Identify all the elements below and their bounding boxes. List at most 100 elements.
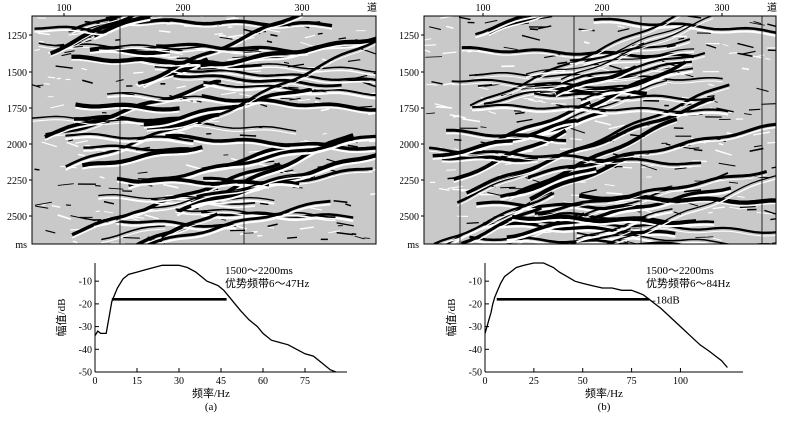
noise-wiggle (96, 211, 100, 212)
x-tick-label: 0 (93, 376, 98, 387)
reflector (163, 246, 219, 251)
time-unit-label: ms (407, 240, 419, 251)
noise-wiggle (291, 98, 296, 99)
x-tick-label: 75 (627, 376, 637, 387)
reflector (542, 248, 694, 257)
reflector (451, 0, 539, 7)
panel-caption: (b) (598, 401, 611, 413)
seismic-section (32, 0, 400, 273)
reflector-trough (42, 259, 114, 262)
y-axis-title: 幅值/dB (445, 299, 458, 337)
y-tick-label: -40 (469, 345, 482, 356)
noise-wiggle (123, 238, 140, 239)
annotation-time-window: 1500～2200ms (225, 265, 293, 277)
noise-wiggle (452, 189, 466, 190)
x-tick-label: 75 (300, 376, 310, 387)
x-tick-label: 45 (216, 376, 226, 387)
reflector (528, 254, 696, 263)
time-tick-label: 1250 (7, 31, 27, 42)
noise-wiggle (240, 135, 256, 136)
y-tick-label: -50 (79, 368, 92, 379)
reflector (42, 256, 114, 259)
time-tick-label: 2500 (7, 212, 27, 223)
noise-wiggle (219, 35, 226, 36)
time-tick-label: 2500 (400, 212, 419, 223)
y-axis-title: 幅值/dB (55, 299, 68, 337)
time-tick-label: 1250 (400, 31, 419, 42)
x-tick-label: 100 (673, 376, 688, 387)
x-tick-label: 0 (483, 376, 488, 387)
x-tick-label: 50 (578, 376, 588, 387)
trace-unit-label: 道 (367, 1, 377, 14)
time-tick-label: 2000 (400, 140, 419, 151)
seismic-section (424, 0, 799, 267)
x-tick-label: 15 (132, 376, 142, 387)
noise-wiggle (581, 30, 592, 31)
x-axis-title: 频率/Hz (585, 386, 623, 400)
noise-wiggle (424, 45, 436, 46)
noise-wiggle (34, 169, 39, 170)
time-tick-label: 1750 (400, 104, 419, 115)
time-tick-label: 2250 (400, 176, 419, 187)
trace-tick-label: 200 (176, 3, 191, 14)
trace-tick-label: 200 (595, 3, 610, 14)
db-marker-label: -18dB (652, 294, 680, 306)
time-unit-label: ms (15, 240, 27, 251)
y-tick-label: -10 (469, 277, 482, 288)
noise-wiggle (316, 98, 321, 99)
noise-wiggle (44, 84, 49, 85)
trace-unit-label: 道 (767, 1, 777, 14)
reflector (477, 245, 685, 256)
annotation-dominant-band: 优势频带6～84Hz (646, 276, 730, 290)
noise-wiggle (623, 167, 632, 168)
trace-tick-label: 300 (715, 3, 730, 14)
reflector (75, 0, 235, 10)
noise-wiggle (467, 223, 479, 224)
x-tick-label: 25 (529, 376, 539, 387)
noise-wiggle (761, 104, 775, 105)
noise-wiggle (37, 85, 44, 86)
reflector (427, 0, 571, 3)
trace-tick-label: 100 (57, 3, 72, 14)
y-tick-label: -20 (79, 299, 92, 310)
noise-wiggle (287, 237, 297, 238)
noise-wiggle (267, 41, 272, 42)
y-tick-label: -30 (79, 322, 92, 333)
noise-wiggle (692, 161, 706, 162)
trace-tick-label: 100 (476, 3, 491, 14)
noise-wiggle (530, 29, 538, 30)
annotation-time-window: 1500～2200ms (646, 265, 714, 277)
noise-wiggle (227, 18, 239, 19)
figure-panel-b: 100 200 300 道 1250 1500 1750 2000 2250 2500 ms -10 -… (400, 0, 799, 422)
y-tick-label: -10 (79, 277, 92, 288)
reflector-trough (427, 0, 571, 7)
reflector-trough (542, 251, 694, 260)
time-tick-label: 2250 (7, 176, 27, 187)
panel-caption: (a) (205, 401, 218, 413)
noise-wiggle (48, 77, 55, 78)
noise-wiggle (318, 33, 323, 34)
y-tick-label: -30 (469, 322, 482, 333)
time-tick-label: 1500 (7, 68, 27, 79)
panel-b: 100 200 300 道 1250 1500 1750 2000 2250 2500 ms -10 -… (400, 0, 799, 422)
reflector-trough (75, 3, 235, 13)
noise-wiggle (95, 186, 101, 187)
reflector-trough (451, 0, 539, 10)
time-tick-label: 2000 (7, 140, 27, 151)
noise-wiggle (468, 51, 472, 52)
noise-wiggle (742, 68, 749, 69)
time-tick-label: 1500 (400, 68, 419, 79)
reflector-trough (477, 248, 685, 259)
y-tick-label: -20 (469, 299, 482, 310)
reflector-trough (163, 250, 219, 255)
noise-wiggle (694, 150, 703, 151)
annotation-dominant-band: 优势频带6～47Hz (225, 276, 309, 290)
y-tick-label: -40 (79, 345, 92, 356)
x-axis-title: 频率/Hz (192, 386, 230, 400)
noise-wiggle (666, 144, 670, 145)
x-tick-label: 60 (258, 376, 268, 387)
